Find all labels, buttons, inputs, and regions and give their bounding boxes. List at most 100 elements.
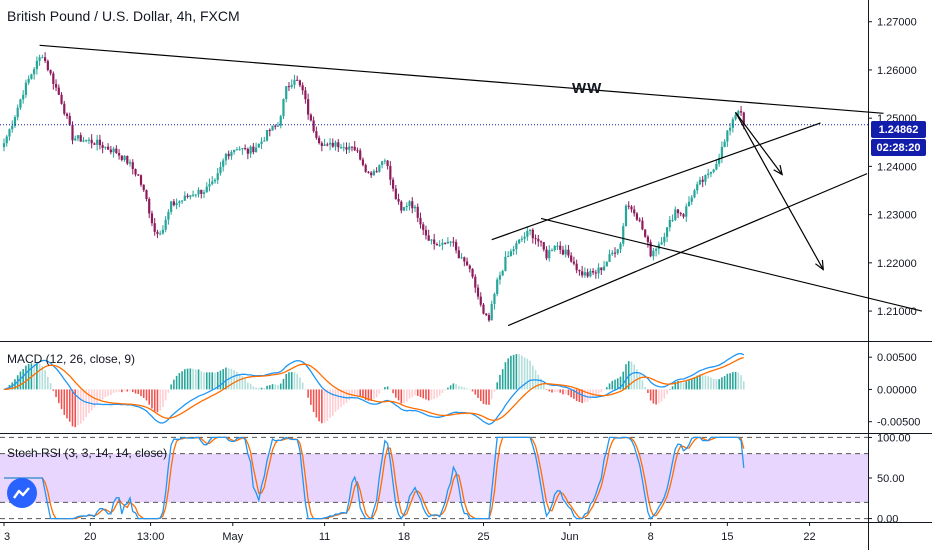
macd-histogram-bar — [548, 389, 551, 392]
tradingview-logo-icon[interactable] — [7, 478, 37, 508]
candle-body — [41, 57, 44, 59]
candle-body — [391, 179, 395, 189]
candle-body — [671, 219, 674, 221]
candle-body — [386, 160, 389, 167]
candle-body — [622, 226, 625, 244]
macd-histogram-bar — [405, 389, 408, 402]
candle-body — [90, 139, 93, 144]
macd-histogram-bar — [444, 389, 446, 391]
macd-histogram-bar — [603, 389, 605, 390]
macd-histogram-bar — [233, 370, 235, 390]
candle-body — [161, 229, 165, 234]
candle-body — [526, 230, 529, 237]
stoch-tick-label: 50.00 — [877, 473, 905, 485]
macd-histogram-bar — [469, 389, 471, 390]
candle-body — [553, 245, 556, 251]
macd-histogram-bar — [427, 389, 430, 401]
macd-histogram-bar — [22, 369, 24, 390]
candle-body — [252, 146, 255, 153]
candle-body — [175, 203, 178, 206]
macd-histogram-bar — [205, 372, 208, 390]
candle-body — [126, 155, 129, 164]
candle-body — [718, 157, 721, 164]
macd-histogram-bar — [271, 384, 274, 390]
macd-histogram-bar — [526, 358, 529, 390]
candle-body — [153, 223, 156, 232]
candle-body — [676, 209, 680, 214]
candle-body — [602, 266, 606, 271]
candle-body — [644, 229, 647, 237]
candle-body — [30, 74, 33, 79]
macd-histogram-bar — [315, 389, 318, 418]
macd-histogram-bar — [345, 389, 348, 403]
candle-body — [600, 267, 603, 271]
candle-body — [205, 186, 208, 193]
macd-histogram-bar — [66, 389, 68, 419]
macd-line — [3, 352, 745, 426]
macd-histogram-bar — [718, 379, 720, 390]
candle-body — [142, 184, 145, 191]
candle-body — [230, 152, 233, 157]
macd-histogram-bar — [395, 389, 397, 398]
candle-body — [361, 159, 365, 165]
macd-histogram-bar — [151, 389, 153, 409]
macd-label: MACD (12, 26, close, 9) — [7, 352, 136, 366]
candle-body — [581, 271, 584, 276]
macd-histogram-bar — [104, 389, 107, 398]
candle-body — [93, 143, 96, 145]
candle-body — [178, 201, 181, 204]
macd-histogram-bar — [614, 379, 616, 390]
macd-histogram-bar — [164, 389, 167, 401]
candle-body — [71, 124, 74, 141]
candle-body — [183, 195, 186, 201]
candle-body — [509, 251, 512, 256]
candle-body — [682, 214, 685, 217]
candle-body — [150, 213, 154, 224]
macd-histogram-bar — [477, 389, 479, 398]
candle-body — [687, 201, 691, 207]
candle-body — [737, 111, 740, 115]
macd-histogram-bar — [200, 371, 203, 390]
macd-histogram-bar — [512, 354, 515, 390]
macd-histogram-bar — [96, 389, 98, 404]
candle-body — [54, 84, 58, 88]
macd-histogram-bar — [493, 389, 496, 392]
macd-histogram-bar — [575, 389, 578, 401]
macd-histogram-bar — [362, 389, 364, 398]
candle-body — [627, 205, 630, 207]
macd-histogram-bar — [214, 372, 216, 390]
macd-histogram-bar — [425, 389, 427, 400]
candle-body — [586, 272, 589, 277]
macd-histogram-bar — [600, 389, 603, 393]
candle-body — [107, 146, 110, 150]
candle-body — [57, 87, 60, 95]
trendline — [491, 122, 821, 241]
macd-histogram-bar — [515, 354, 518, 390]
macd-histogram-bar — [545, 389, 548, 390]
candle-body — [649, 242, 652, 257]
macd-histogram-bar — [216, 371, 219, 390]
macd-histogram-bar — [592, 389, 594, 398]
candle-body — [504, 256, 507, 271]
trendline — [540, 217, 923, 312]
candle-body — [227, 153, 230, 157]
candle-body — [561, 249, 565, 255]
candle-body — [353, 146, 356, 151]
macd-histogram-bar — [740, 375, 742, 390]
macd-histogram-bar — [510, 355, 512, 390]
macd-histogram-bar — [77, 389, 79, 426]
macd-histogram-bar — [471, 389, 474, 392]
stoch-rsi-label: Stoch RSI (3, 3, 14, 14, close) — [7, 446, 168, 460]
candle-body — [323, 144, 326, 146]
macd-histogram-bar — [88, 389, 90, 414]
macd-histogram-bar — [277, 384, 279, 390]
macd-histogram-bar — [606, 387, 608, 390]
macd-histogram-bar — [175, 375, 178, 390]
candle-body — [109, 149, 112, 153]
candle-body — [531, 229, 534, 239]
macd-histogram-bar — [712, 378, 715, 390]
macd-histogram-bar — [460, 386, 463, 390]
macd-histogram-bar — [381, 389, 383, 391]
candle-body — [213, 179, 217, 182]
macd-histogram-bar — [356, 389, 359, 396]
